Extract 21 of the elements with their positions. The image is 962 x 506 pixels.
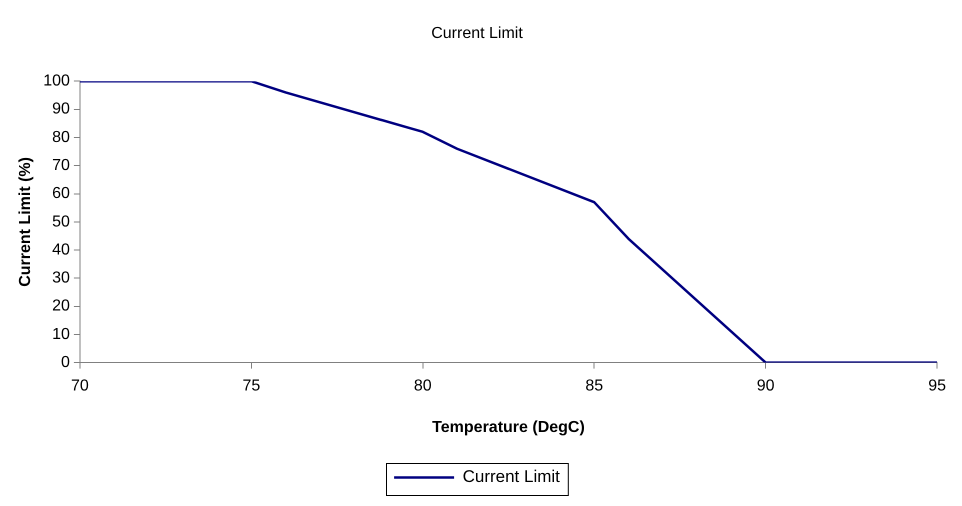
x-tick-label: 75 [242,378,260,395]
x-axis-title: Temperature (DegC) [432,418,585,436]
y-tick-label: 80 [52,128,70,146]
x-tick-label: 80 [414,378,432,395]
y-tick-label: 10 [52,326,70,343]
y-tick-label: 90 [52,100,70,118]
x-tick-label: 95 [928,378,946,395]
y-tick-label: 40 [52,241,70,258]
chart-title: Current Limit [431,25,524,42]
x-tick-label: 85 [585,378,604,395]
y-tick-label: 60 [52,185,70,202]
y-axis-title: Current Limit (%) [17,157,34,287]
y-tick-label: 30 [52,270,70,287]
legend-label: Current Limit [462,467,560,486]
y-tick-label: 100 [43,72,70,90]
y-tick-label: 70 [52,157,70,174]
x-tick-label: 90 [756,378,775,395]
x-tick-label: 70 [70,378,89,395]
y-tick-label: 50 [52,213,70,230]
y-tick-label: 0 [60,354,70,372]
y-tick-label: 20 [52,298,70,315]
